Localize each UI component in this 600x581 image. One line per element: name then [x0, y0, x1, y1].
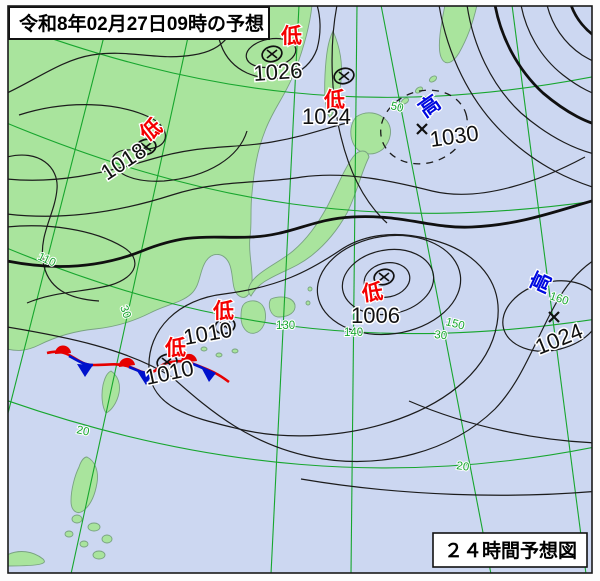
footer-box-border: [432, 532, 588, 568]
isobar-high-1024-ring: [502, 280, 592, 352]
land-kyushu: [240, 300, 266, 334]
isobar-low-1018-hook: [18, 104, 248, 182]
chart-title: 令和8年02月27日09時の予想: [19, 12, 264, 35]
chart-type-label: ２４時間予想図: [444, 539, 577, 562]
weather-map-canvas: 50 110 30 130 140 150 30 160 20 20: [7, 5, 593, 574]
low-center-symbol-1026: [261, 45, 283, 63]
cold-front-triangle: [137, 371, 153, 385]
parallel-30n: [8, 247, 592, 335]
cold-front-triangle: [77, 364, 93, 377]
pressure-system-symbols: [135, 45, 560, 371]
isobar: [438, 6, 592, 188]
isobar: [8, 225, 136, 304]
warm-front-semicircle: [180, 353, 197, 363]
isobar: [8, 156, 586, 217]
isobar-low-1006-ring: [316, 234, 462, 336]
land-hokkaido: [350, 112, 391, 155]
isobar-thick: [569, 6, 592, 36]
low-center-symbol-1006: [373, 268, 395, 286]
land-kuril-island: [400, 97, 410, 105]
land-philippine-island: [71, 514, 83, 524]
meridian-120e: [70, 6, 196, 573]
grid-label: 50: [389, 100, 404, 115]
meridian-130e: [270, 6, 300, 573]
isobar: [300, 478, 592, 496]
isobar-thick: [8, 199, 592, 268]
land-philippine-island: [101, 534, 113, 544]
title-box: 令和8年02月27日09時の予想: [8, 6, 270, 40]
isobar-trough: [331, 6, 388, 224]
isobar: [546, 6, 592, 62]
pressure-value: 1024: [302, 104, 351, 129]
land-ryukyu-island: [231, 348, 239, 354]
low-center-symbol-1010-ne: [214, 317, 236, 335]
land-kuril-island: [428, 75, 438, 83]
meridian-140e: [350, 6, 358, 573]
low-center-symbol-1024: [333, 67, 355, 85]
land-philippine-island: [92, 550, 106, 560]
isobar-layer: [8, 6, 592, 496]
isobar-thick: [493, 6, 592, 125]
land-philippine-island: [79, 540, 89, 548]
land-izu-island: [307, 286, 313, 292]
land-honshu: [248, 150, 370, 297]
isobar: [8, 154, 100, 302]
grid-label: 140: [344, 327, 363, 339]
grid-label: 30: [117, 304, 133, 320]
isobar: [408, 400, 592, 444]
pressure-value: 1026: [253, 58, 304, 86]
isobar: [216, 6, 321, 79]
isobar-high-1030-dashed-ring: [380, 89, 468, 165]
low-label: 低: [280, 24, 302, 48]
grid-label: 130: [276, 320, 295, 332]
isobar: [466, 6, 592, 154]
land-luzon: [70, 456, 98, 513]
parallel-40n: [8, 122, 592, 214]
map-frame: 50 110 30 130 140 150 30 160 20 20: [7, 5, 593, 574]
grid-label: 30: [434, 329, 448, 342]
isobar: [8, 122, 348, 181]
low-label: 低: [323, 88, 345, 112]
isobar-low-1006-ring: [363, 262, 411, 298]
land-ryukyu-island: [200, 346, 208, 352]
parallel-50n: [8, 22, 592, 98]
title-box-border: [8, 6, 270, 40]
low-center-symbol-1018: [135, 138, 157, 156]
land-philippine-island: [87, 522, 101, 532]
high-center-symbol-1030: [416, 123, 428, 135]
low-label: 低: [164, 336, 186, 360]
warm-front-semicircle: [54, 345, 71, 354]
grid-label: 20: [456, 460, 470, 474]
land-ryukyu-island: [215, 352, 223, 358]
map-border: [7, 5, 593, 574]
parallel-20n: [8, 400, 592, 469]
land-shikoku: [268, 296, 296, 318]
warm-front-semicircle: [118, 357, 135, 367]
pressure-value: 1006: [351, 303, 400, 328]
low-label: 低: [359, 279, 384, 306]
low-center-symbol-1010-sw: [156, 353, 178, 371]
footer-box: ２４時間予想図: [432, 532, 588, 568]
land-philippine-island: [64, 530, 74, 538]
cold-front-triangle: [201, 367, 216, 382]
grid-label: 150: [444, 316, 466, 332]
grid-label: 20: [75, 424, 90, 438]
stationary-front: [46, 345, 230, 385]
low-label: 低: [212, 299, 234, 323]
isobar-low-complex-loop: [148, 233, 499, 437]
meridian-110e: [8, 6, 113, 416]
land-izu-island: [305, 300, 311, 306]
high-center-symbol-1024: [548, 311, 560, 323]
land-kuril-island: [414, 86, 424, 94]
land-borneo: [8, 551, 45, 567]
meridian-160e: [511, 6, 587, 573]
isobar-outer-loop: [8, 260, 592, 463]
isobar-low-1006-ring: [341, 248, 435, 316]
